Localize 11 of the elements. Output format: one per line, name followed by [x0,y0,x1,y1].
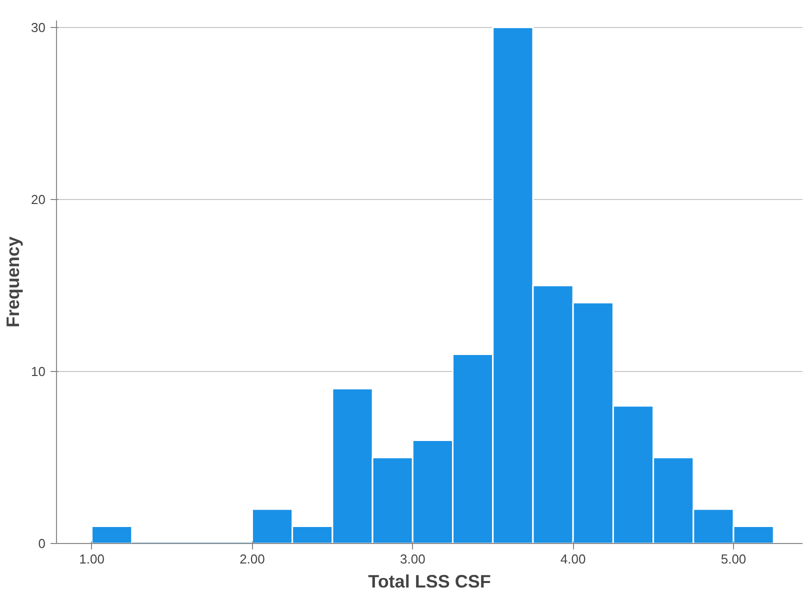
y-tick-label: 20 [31,192,46,207]
y-tick-label: 0 [38,536,46,551]
x-axis-title: Total LSS CSF [368,572,491,592]
y-axis-title: Frequency [3,236,24,328]
y-tick-label: 10 [31,364,46,379]
x-tick-label: 4.00 [560,552,586,566]
x-tick-label: 5.00 [720,552,746,566]
x-tick-label: 2.00 [240,552,265,566]
x-tick-label: 3.00 [400,552,426,566]
y-tick-label: 30 [31,20,46,35]
x-tick-label: 1.00 [79,552,104,566]
